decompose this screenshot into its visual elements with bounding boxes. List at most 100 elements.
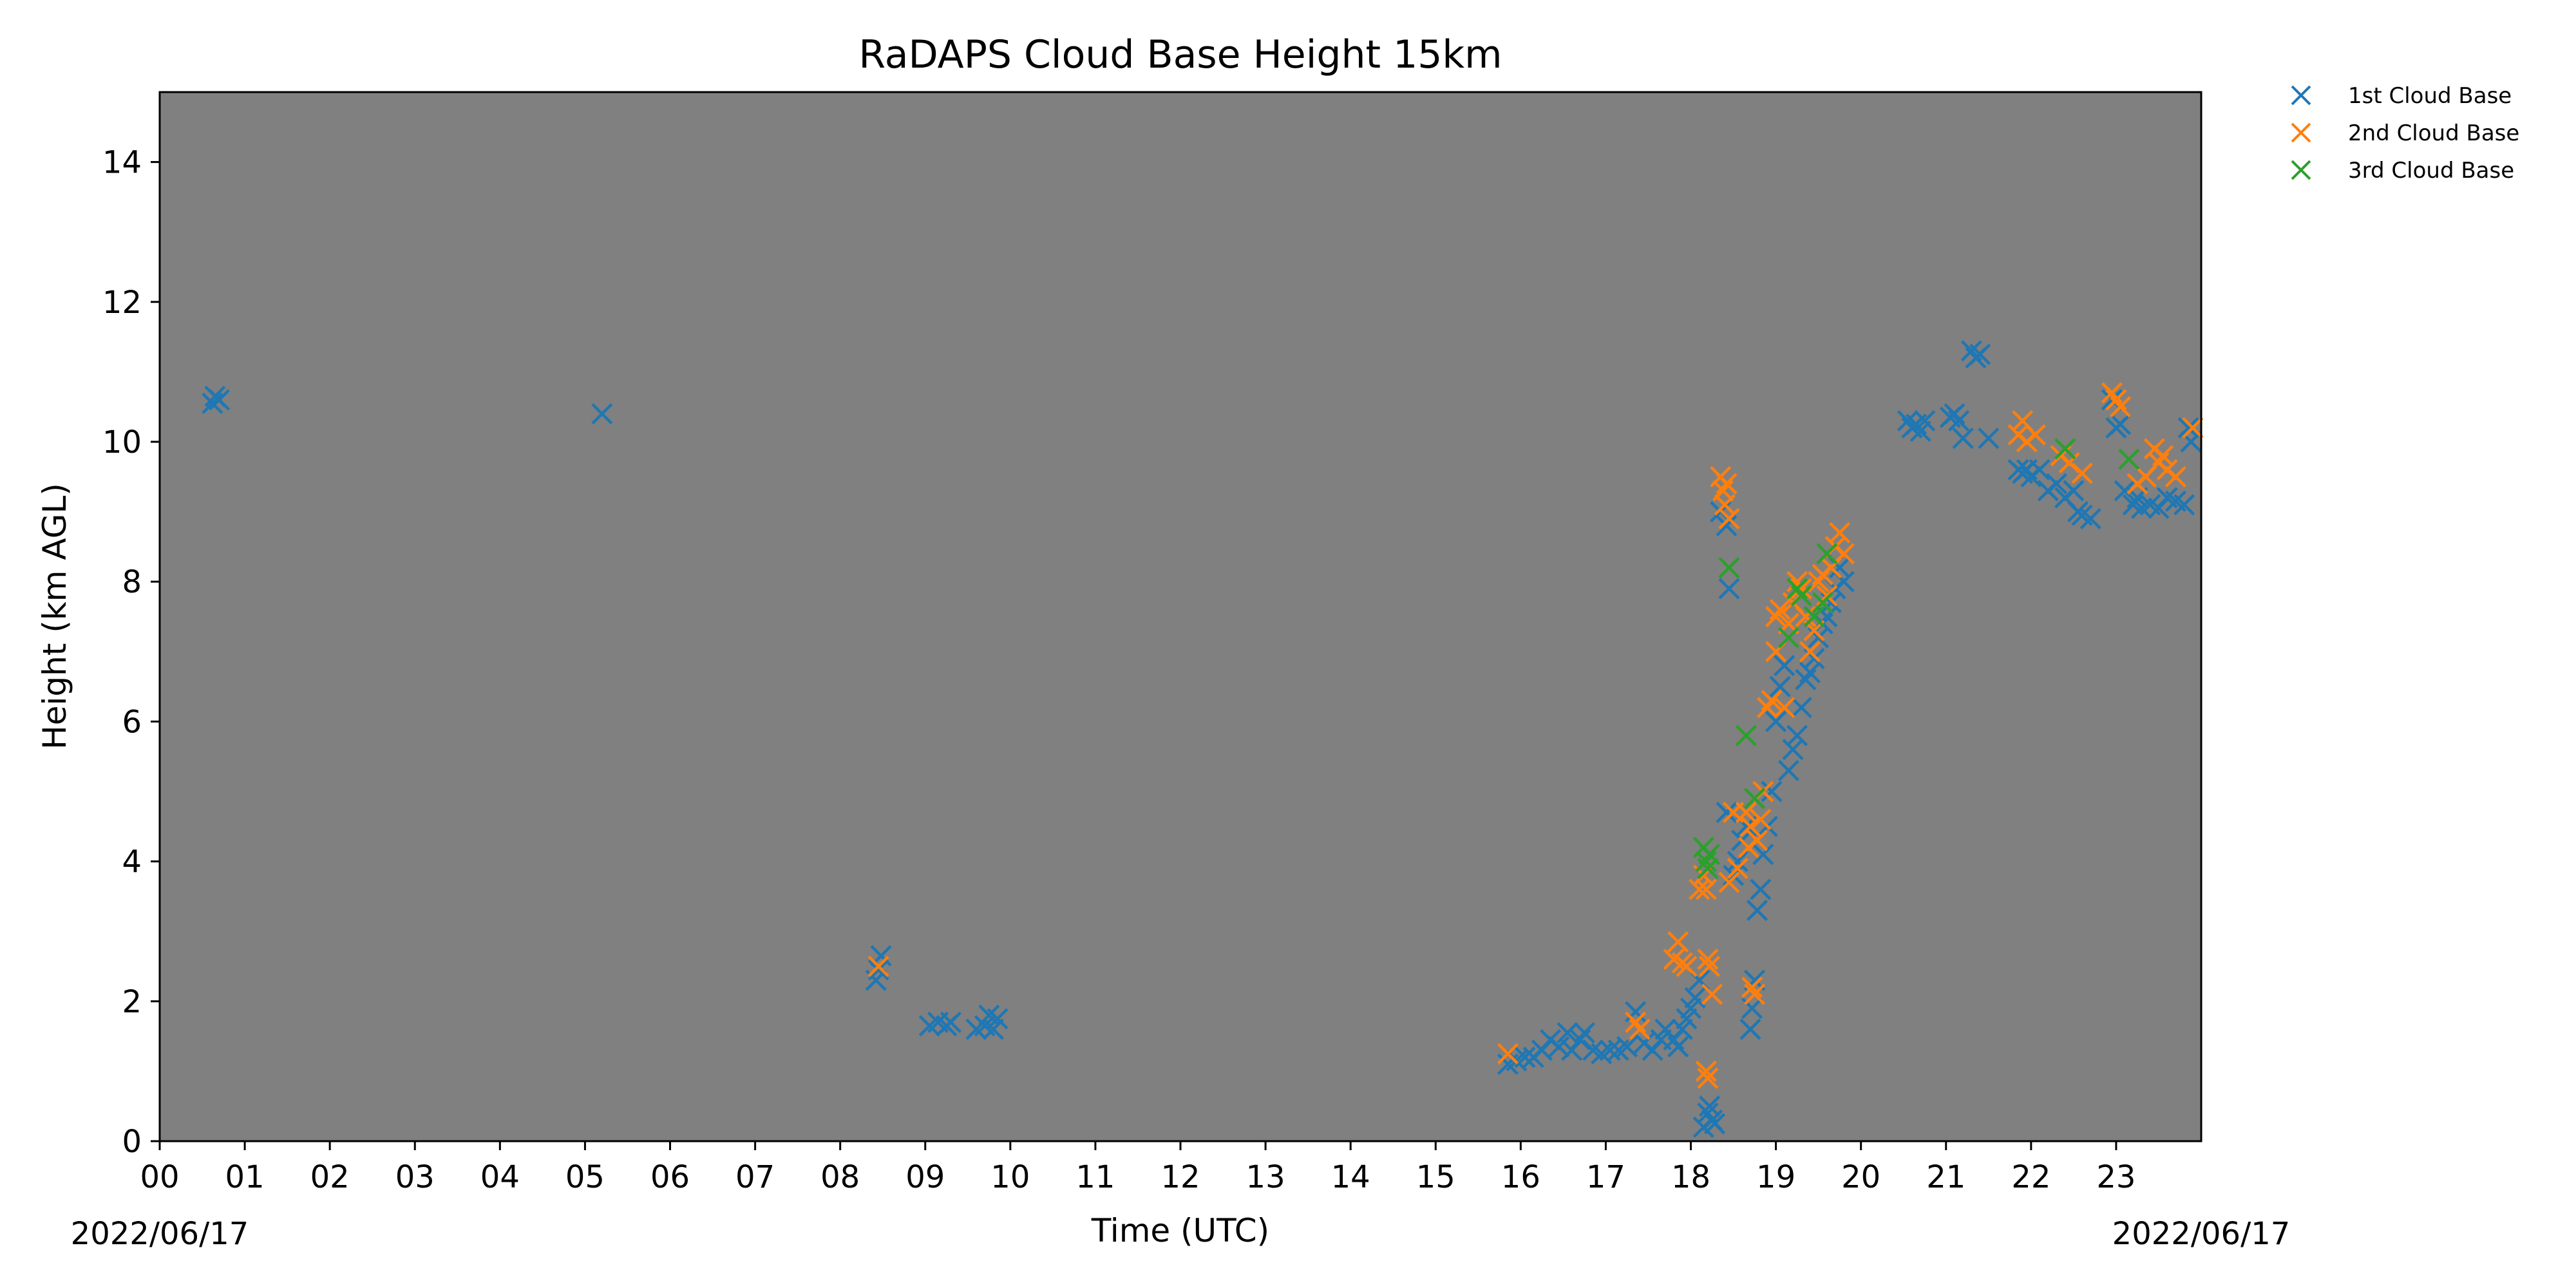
data-point — [2029, 459, 2050, 481]
data-point — [2024, 424, 2047, 446]
y-tick-label: 4 — [122, 844, 142, 880]
x-tick-label: 11 — [1075, 1159, 1115, 1195]
x-tick-label: 16 — [1501, 1159, 1540, 1195]
data-point — [1746, 829, 1768, 851]
x-tick-label: 05 — [565, 1159, 605, 1195]
x-tick-label: 17 — [1586, 1159, 1625, 1195]
data-point — [1689, 878, 1710, 900]
data-point — [2079, 507, 2101, 530]
chart-title: RaDAPS Cloud Base Height 15km — [858, 32, 1502, 77]
legend-marker — [2291, 122, 2311, 143]
data-point — [1799, 661, 1821, 683]
data-point — [1714, 494, 1736, 516]
series-group-2 — [867, 382, 2204, 1089]
data-point — [2045, 473, 2068, 495]
legend: 1st Cloud Base 2nd Cloud Base 3rd Cloud Ba… — [2291, 83, 2519, 184]
data-point — [1914, 410, 1936, 432]
data-point — [1774, 697, 1795, 719]
x-tick-label: 10 — [990, 1159, 1030, 1195]
data-point — [1697, 949, 1719, 971]
data-point — [1829, 522, 1851, 544]
data-point — [1735, 724, 1757, 746]
x-axis: 00 01 02 03 04 05 06 07 08 09 10 11 12 13 14 15 16 17 18 19… — [140, 1141, 2136, 1195]
data-point — [1616, 1036, 1638, 1057]
x-tick-label: 09 — [905, 1159, 945, 1195]
data-point — [202, 392, 223, 414]
data-point — [1790, 697, 1812, 719]
data-point — [591, 402, 613, 425]
data-point — [2058, 451, 2080, 474]
data-point — [1978, 427, 2000, 450]
data-point — [1741, 976, 1763, 998]
data-point — [1761, 690, 1783, 712]
data-point — [1799, 641, 1821, 663]
data-point — [208, 389, 231, 411]
data-point — [1786, 724, 1808, 746]
data-point — [1790, 578, 1812, 600]
data-point — [1716, 515, 1738, 536]
data-point — [2182, 417, 2204, 439]
data-point — [1782, 739, 1804, 761]
x-tick-label: 02 — [310, 1159, 350, 1195]
data-point — [1743, 788, 1766, 810]
data-point — [1816, 543, 1838, 565]
y-axis-label: Height (km AGL) — [36, 483, 73, 750]
data-point — [1752, 844, 1774, 866]
data-point — [2173, 494, 2195, 516]
x-tick-label: 03 — [395, 1159, 435, 1195]
data-markers — [202, 340, 2204, 1138]
y-tick-label: 10 — [102, 424, 142, 460]
x-tick-label: 01 — [225, 1159, 265, 1195]
data-point — [987, 1008, 1009, 1030]
y-tick-label: 6 — [122, 704, 142, 740]
legend-marker — [2291, 85, 2311, 106]
data-point — [1769, 599, 1791, 621]
data-point — [1947, 410, 1970, 432]
x-tick-label: 00 — [140, 1159, 179, 1195]
data-point — [1695, 1060, 1717, 1082]
data-point — [1777, 759, 1799, 782]
data-point — [1698, 844, 1721, 866]
data-point — [1750, 808, 1772, 831]
data-point — [1750, 878, 1772, 900]
y-axis: 0 2 4 6 8 10 12 14 — [102, 145, 160, 1160]
data-point — [2109, 396, 2132, 418]
legend-label: 2nd Cloud Base — [2348, 120, 2519, 146]
x-tick-label: 08 — [820, 1159, 860, 1195]
data-point — [1697, 1067, 1719, 1089]
date-end-label: 2022/06/17 — [2112, 1216, 2291, 1252]
data-point — [1718, 507, 1740, 530]
data-point — [1735, 801, 1757, 824]
data-point — [1718, 556, 1740, 579]
data-point — [1667, 1036, 1689, 1057]
data-point — [1765, 710, 1787, 732]
data-point — [1761, 781, 1783, 802]
data-point — [1739, 1018, 1761, 1040]
data-point — [1514, 1046, 1536, 1068]
data-point — [1676, 955, 1698, 978]
data-point — [1769, 676, 1791, 697]
data-point — [1969, 343, 1991, 365]
y-tick-label: 8 — [122, 564, 142, 600]
data-point — [1695, 878, 1717, 900]
data-point — [1716, 801, 1738, 824]
plot-area — [160, 92, 2201, 1141]
data-point — [1774, 654, 1795, 677]
x-tick-label: 18 — [1671, 1159, 1710, 1195]
data-point — [1548, 1036, 1570, 1057]
data-point — [1795, 605, 1817, 628]
x-tick-label: 13 — [1246, 1159, 1285, 1195]
data-point — [1777, 627, 1799, 649]
x-tick-label: 12 — [1160, 1159, 1200, 1195]
x-tick-label: 20 — [1841, 1159, 1880, 1195]
x-tick-label: 15 — [1416, 1159, 1455, 1195]
y-tick-label: 14 — [102, 145, 142, 181]
data-point — [940, 1011, 961, 1033]
x-tick-label: 21 — [1926, 1159, 1965, 1195]
data-point — [1803, 605, 1825, 628]
data-point — [1684, 987, 1706, 1009]
x-tick-label: 14 — [1331, 1159, 1370, 1195]
data-point — [1573, 1022, 1595, 1044]
data-point — [2152, 445, 2174, 467]
